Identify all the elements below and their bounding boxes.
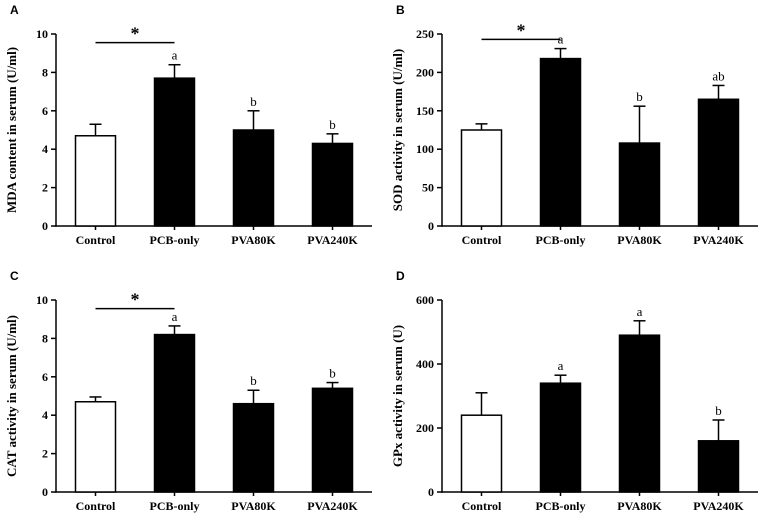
x-category-label: PVA240K xyxy=(693,233,744,247)
x-category-label: PCB-only xyxy=(535,499,585,513)
panel-letter-D: D xyxy=(396,269,405,283)
sig-letter: ab xyxy=(712,68,724,83)
bar-PCB-only xyxy=(539,57,582,227)
significance-asterisk: * xyxy=(517,20,526,40)
panel-letter-B: B xyxy=(396,3,405,17)
sig-letter: b xyxy=(329,117,336,132)
x-category-label: Control xyxy=(76,233,116,247)
y-tick-label: 200 xyxy=(416,421,434,435)
y-axis-label: GPx activity in serum (U) xyxy=(390,325,405,467)
y-tick-label: 0 xyxy=(428,485,434,499)
y-tick-label: 2 xyxy=(42,447,48,461)
bar-PVA80K xyxy=(618,142,661,227)
bar-PVA240K xyxy=(697,440,740,493)
y-tick-label: 0 xyxy=(42,485,48,499)
sig-letter: a xyxy=(172,309,178,324)
panel-B: B 0 50 100 150 200 250 SOD activity in serum (… xyxy=(386,0,772,266)
panel-A: A 0 2 4 6 8 10 MDA content in serum (U/ml) Cont… xyxy=(0,0,386,266)
bar-Control xyxy=(460,129,503,227)
panel-letter-A: A xyxy=(10,3,19,17)
x-category-label: PVA80K xyxy=(617,499,662,513)
y-tick-label: 400 xyxy=(416,357,434,371)
y-tick-label: 100 xyxy=(416,142,434,156)
y-axis-label: CAT activity in serum (U/ml) xyxy=(4,315,19,477)
x-category-label: PVA240K xyxy=(307,499,358,513)
significance-asterisk: * xyxy=(131,24,140,44)
bar-PVA240K xyxy=(311,142,354,227)
panel-letter-C: C xyxy=(10,269,19,283)
bar-chart-mda: 0 2 4 6 8 10 MDA content in serum (U/ml) Contro… xyxy=(4,24,372,247)
y-tick-label: 50 xyxy=(422,181,434,195)
bar-PCB-only xyxy=(539,382,582,493)
x-category-label: PVA80K xyxy=(617,233,662,247)
panel-C: C 0 2 4 6 8 10 CAT activity in serum (U/ml) Con… xyxy=(0,266,386,532)
significance-asterisk: * xyxy=(131,290,140,310)
y-tick-label: 10 xyxy=(36,293,48,307)
bar-Control xyxy=(74,401,117,493)
x-category-label: Control xyxy=(76,499,116,513)
y-tick-label: 4 xyxy=(42,408,48,422)
sig-letter: a xyxy=(172,48,178,63)
y-tick-label: 600 xyxy=(416,293,434,307)
bar-chart-gpx: 0 200 400 600 GPx activity in serum (U) Contr… xyxy=(390,293,758,513)
sig-letter: b xyxy=(250,94,257,109)
sig-letter: a xyxy=(637,304,643,319)
bar-PCB-only xyxy=(153,333,196,493)
x-category-label: PCB-only xyxy=(535,233,585,247)
y-tick-label: 10 xyxy=(36,27,48,41)
x-category-label: PVA240K xyxy=(307,233,358,247)
y-tick-label: 6 xyxy=(42,370,48,384)
sig-letter: a xyxy=(558,32,564,47)
sig-letter: b xyxy=(715,403,722,418)
bar-Control xyxy=(460,414,503,493)
y-tick-label: 250 xyxy=(416,27,434,41)
x-category-label: PVA80K xyxy=(231,499,276,513)
y-tick-label: 150 xyxy=(416,104,434,118)
y-tick-label: 4 xyxy=(42,142,48,156)
bar-PVA80K xyxy=(618,334,661,493)
y-axis-label: MDA content in serum (U/ml) xyxy=(4,47,19,213)
sig-letter: b xyxy=(329,366,336,381)
y-axis-label: SOD activity in serum (U/ml) xyxy=(390,49,405,211)
y-tick-label: 8 xyxy=(42,331,48,345)
sig-letter: a xyxy=(558,358,564,373)
bar-chart-sod: 0 50 100 150 200 250 SOD activity in serum (U/… xyxy=(390,20,758,247)
y-tick-label: 6 xyxy=(42,104,48,118)
x-category-label: PVA240K xyxy=(693,499,744,513)
y-tick-label: 2 xyxy=(42,181,48,195)
y-tick-label: 0 xyxy=(428,219,434,233)
x-category-label: Control xyxy=(462,233,502,247)
bar-Control xyxy=(74,135,117,227)
bar-PVA240K xyxy=(311,387,354,493)
bar-PVA80K xyxy=(232,402,275,493)
sig-letter: b xyxy=(636,89,643,104)
y-tick-label: 200 xyxy=(416,65,434,79)
bar-PVA240K xyxy=(697,98,740,227)
sig-letter: b xyxy=(250,373,257,388)
x-category-label: Control xyxy=(462,499,502,513)
y-tick-label: 8 xyxy=(42,65,48,79)
bar-PVA80K xyxy=(232,129,275,227)
x-category-label: PCB-only xyxy=(149,499,199,513)
bar-chart-cat: 0 2 4 6 8 10 CAT activity in serum (U/ml) Contr… xyxy=(4,290,372,513)
y-tick-label: 0 xyxy=(42,219,48,233)
x-category-label: PCB-only xyxy=(149,233,199,247)
panel-D: D 0 200 400 600 GPx activity in serum (U) Con… xyxy=(386,266,772,532)
bar-PCB-only xyxy=(153,77,196,227)
x-category-label: PVA80K xyxy=(231,233,276,247)
